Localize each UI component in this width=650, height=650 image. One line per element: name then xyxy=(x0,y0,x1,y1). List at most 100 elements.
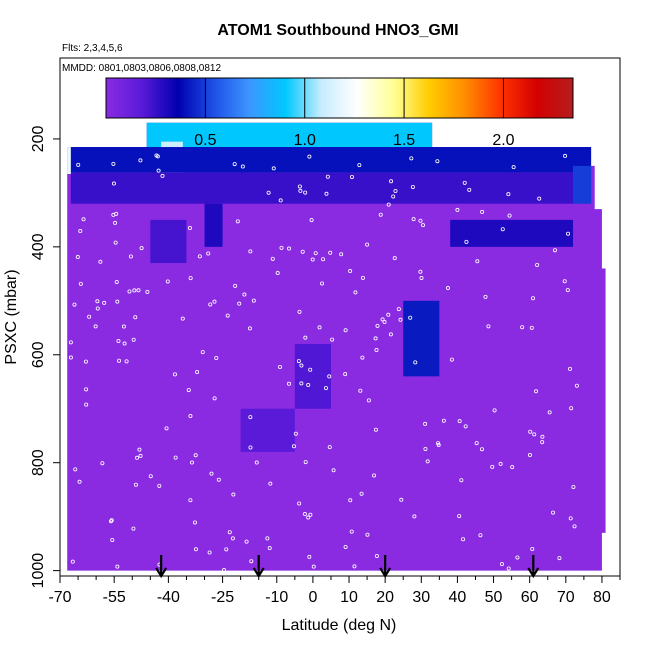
sample-point xyxy=(164,426,169,431)
sample-point xyxy=(399,497,404,502)
sample-point xyxy=(156,168,161,173)
sample-point xyxy=(231,492,236,497)
chart-title-group: ATOM1 Southbound HNO3_GMI Flts: 2,3,4,5,… xyxy=(62,22,459,54)
sample-point xyxy=(271,166,276,171)
sample-point xyxy=(574,383,579,388)
heatmap-cell xyxy=(70,172,592,204)
sample-point xyxy=(327,374,332,379)
flights-note: Flts: 2,3,4,5,6 xyxy=(62,43,123,54)
sample-point xyxy=(552,248,557,253)
colorbar-tick-label: 2.0 xyxy=(492,132,514,149)
sample-point xyxy=(360,355,365,360)
chart-title: ATOM1 Southbound HNO3_GMI xyxy=(217,22,458,39)
sample-point xyxy=(75,255,80,260)
sample-point xyxy=(463,424,468,429)
sample-point xyxy=(527,453,532,458)
sample-point xyxy=(95,306,100,311)
sample-point xyxy=(76,162,81,167)
sample-point xyxy=(386,202,391,207)
sample-point xyxy=(358,388,363,393)
heatmap-cell xyxy=(403,300,440,377)
x-axis-label: Latitude (deg N) xyxy=(282,617,397,634)
sample-point xyxy=(339,252,344,257)
sample-point xyxy=(349,174,354,179)
sample-point xyxy=(412,514,417,519)
sample-point xyxy=(418,269,423,274)
sample-point xyxy=(498,461,503,466)
x-tick-label: 60 xyxy=(521,589,539,606)
sample-point xyxy=(296,359,301,364)
sample-point xyxy=(188,498,193,503)
sample-point xyxy=(551,510,556,515)
sample-point xyxy=(393,189,398,194)
colorbar: 0.5 1.0 1.5 2.0 xyxy=(105,77,574,149)
y-tick-label: 600 xyxy=(30,341,47,368)
heatmap-cell xyxy=(450,219,574,247)
colorbar-ticks: 0.5 1.0 1.5 2.0 xyxy=(194,78,515,149)
sample-point xyxy=(78,229,83,234)
sample-point xyxy=(116,339,121,344)
sample-point xyxy=(540,434,545,439)
sample-point xyxy=(248,249,253,254)
sample-point xyxy=(408,315,413,320)
sample-point xyxy=(303,190,308,195)
sample-point xyxy=(373,427,378,432)
sample-point xyxy=(490,464,495,469)
sample-point xyxy=(510,465,515,470)
sample-point xyxy=(557,556,562,561)
sample-point xyxy=(436,443,441,448)
sample-point xyxy=(425,459,430,464)
sample-point xyxy=(343,544,348,549)
sample-point xyxy=(441,418,446,423)
sample-point xyxy=(311,564,316,569)
sample-point xyxy=(83,359,88,364)
sample-point xyxy=(571,484,576,489)
sample-point xyxy=(298,188,303,193)
sample-point xyxy=(237,301,242,306)
sample-point xyxy=(520,325,525,330)
sample-point xyxy=(534,389,539,394)
sample-point xyxy=(117,358,122,363)
sample-point xyxy=(136,288,141,293)
sample-point xyxy=(148,474,153,479)
heatmap-cell xyxy=(240,408,295,452)
sample-point xyxy=(78,281,83,286)
x-tick-label: -40 xyxy=(157,589,180,606)
x-tick-label: 80 xyxy=(593,589,611,606)
sample-point xyxy=(568,516,573,521)
sample-point xyxy=(68,355,73,360)
sample-point xyxy=(111,181,116,186)
x-tick-label: 20 xyxy=(376,589,394,606)
sample-point xyxy=(374,348,379,353)
sample-point xyxy=(382,320,387,325)
sample-point xyxy=(73,467,78,472)
colorbar-tick-label: 0.5 xyxy=(194,132,216,149)
sample-point xyxy=(306,383,311,388)
sample-point xyxy=(278,198,283,203)
sample-point xyxy=(195,369,200,374)
x-tick-label: -70 xyxy=(48,589,71,606)
sample-point xyxy=(165,279,170,284)
sample-point xyxy=(479,447,484,452)
sample-point xyxy=(297,184,302,189)
sample-point xyxy=(212,299,217,304)
sample-point xyxy=(360,275,365,280)
sample-point xyxy=(248,445,253,450)
sample-point xyxy=(423,421,428,426)
sample-point xyxy=(287,246,292,251)
sample-point xyxy=(114,279,119,284)
sample-point xyxy=(566,231,571,236)
sample-point xyxy=(209,471,214,476)
sample-point xyxy=(160,173,165,178)
sample-point xyxy=(423,446,428,451)
sample-point xyxy=(248,415,253,420)
sample-point xyxy=(133,315,138,320)
sample-point xyxy=(467,187,472,192)
y-axis: 200 400 600 800 1000 xyxy=(30,125,60,588)
sample-point xyxy=(249,559,254,564)
sample-point xyxy=(461,537,466,542)
sample-point xyxy=(222,568,227,573)
sample-point xyxy=(207,550,212,555)
heatmap-cell xyxy=(294,343,331,409)
sample-point xyxy=(492,408,497,413)
